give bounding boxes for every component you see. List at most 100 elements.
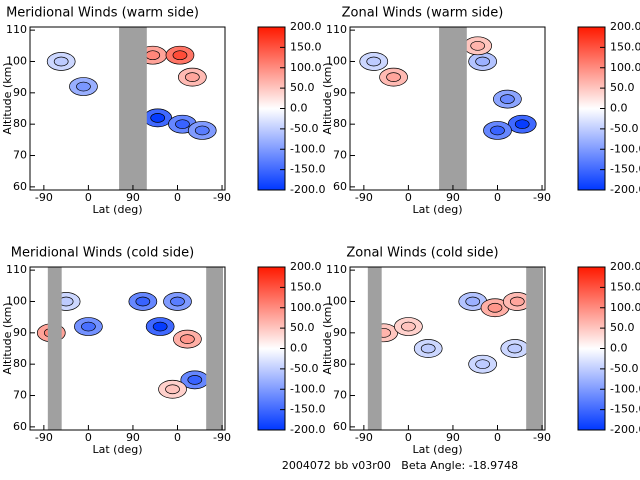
x-tick-label: 0 [405,191,412,204]
y-axis-label: Altitude (km) [1,62,14,134]
x-tick-label: -90 [533,431,551,444]
colorbar-tick-label: 150.0 [610,40,640,53]
chart-title: Meridional Winds (warm side) [6,6,199,21]
y-tick-label: 100 [6,294,27,307]
y-tick-label: 90 [333,326,347,339]
y-tick-label: 100 [6,54,27,67]
plot-area [367,267,544,430]
x-tick-label: -90 [355,431,373,444]
contour-core [53,56,69,67]
contour-core [420,343,436,354]
y-tick-label: 60 [333,420,347,433]
x-axis-label: Lat (deg) [93,203,143,216]
x-tick-label: -90 [355,191,373,204]
contour-core [475,56,490,67]
colorbar-tick-label: -150.0 [290,163,325,176]
y-tick-label: 90 [13,326,27,339]
colorbar-tick-label: 100.0 [610,61,640,74]
colorbar-tick-label: 50.0 [290,321,315,334]
contour-core [165,384,180,395]
x-tick-label: -90 [533,191,551,204]
plot-frame [29,266,226,431]
contour-core [514,119,530,130]
contour-core [76,81,91,92]
colorbar-tick-label: -200.0 [290,183,325,196]
x-tick-label: 0 [494,431,501,444]
colorbar-tick-label: 50.0 [610,321,635,334]
no-data-band [526,267,544,430]
colorbar-tick-label: 50.0 [290,81,315,94]
contour-core [465,296,481,307]
plot-frame [29,26,226,191]
colorbar-tick-label: 0.0 [610,102,628,115]
x-tick-label: -90 [213,191,231,204]
contour-core [135,296,151,307]
contour-core [401,321,416,332]
contour-core [170,296,185,307]
x-tick-label: 0 [405,431,412,444]
contour-core [145,50,161,61]
y-tick-label: 60 [13,420,27,433]
y-tick-label: 90 [13,86,27,99]
colorbar-tick-label: -100.0 [290,142,325,155]
y-tick-label: 60 [333,180,347,193]
y-tick-label: 80 [333,357,347,370]
colorbar-tick-label: -50.0 [610,362,638,375]
y-tick-label: 110 [326,23,347,36]
colorbar-tick-label: 200.0 [290,20,322,33]
y-tick-label: 70 [13,389,27,402]
plot-area [359,27,537,190]
plot-frame [349,26,546,191]
x-tick-label: -90 [35,431,53,444]
colorbar-tick-label: 100.0 [290,301,322,314]
y-tick-label: 80 [333,117,347,130]
no-data-band [367,267,382,430]
y-tick-label: 90 [333,86,347,99]
plot-area [36,267,224,430]
contour-core [180,334,195,344]
colorbar-tick-label: 150.0 [610,280,640,293]
contour-core [509,296,525,307]
y-tick-label: 110 [6,263,27,276]
colorbar-tick-label: -50.0 [610,122,638,135]
colorbar-tick-label: 200.0 [610,20,640,33]
y-tick-label: 110 [6,23,27,36]
contour-core [187,374,203,385]
plot-frame [349,266,546,431]
y-tick-label: 110 [326,263,347,276]
contour-core [152,321,168,332]
colorbar-tick-label: -200.0 [290,423,325,436]
y-tick-label: 70 [13,149,27,162]
colorbar-tick-label: -100.0 [610,142,640,155]
colorbar-tick-label: -50.0 [290,362,318,375]
colorbar-tick-label: 0.0 [290,342,308,355]
chart-title: Meridional Winds (cold side) [11,246,194,261]
colorbar-tick-label: -50.0 [290,122,318,135]
colorbar-tick-label: 150.0 [290,280,322,293]
x-tick-label: 90 [446,191,460,204]
colorbar-tick-label: 0.0 [290,102,308,115]
y-tick-label: 70 [333,149,347,162]
y-tick-label: 100 [326,294,347,307]
x-tick-label: 90 [446,431,460,444]
x-axis-label: Lat (deg) [413,443,463,456]
x-tick-label: -90 [213,431,231,444]
colorbar-tick-label: -200.0 [610,183,640,196]
contour-core [366,56,382,67]
contour-core [470,40,486,51]
colorbar-tick-label: 50.0 [610,81,635,94]
colorbar-tick-label: 150.0 [290,40,322,53]
plot-area [46,27,217,190]
x-tick-label: 0 [494,191,501,204]
y-tick-label: 100 [326,54,347,67]
y-tick-label: 60 [13,180,27,193]
x-tick-label: 90 [126,431,140,444]
x-tick-label: -90 [35,191,53,204]
no-data-band [47,267,62,430]
colorbar-tick-label: -100.0 [290,382,325,395]
contour-core [81,321,96,332]
colorbar-tick-label: -150.0 [290,403,325,416]
colorbar-tick-label: 200.0 [290,260,322,273]
x-tick-label: 90 [126,191,140,204]
